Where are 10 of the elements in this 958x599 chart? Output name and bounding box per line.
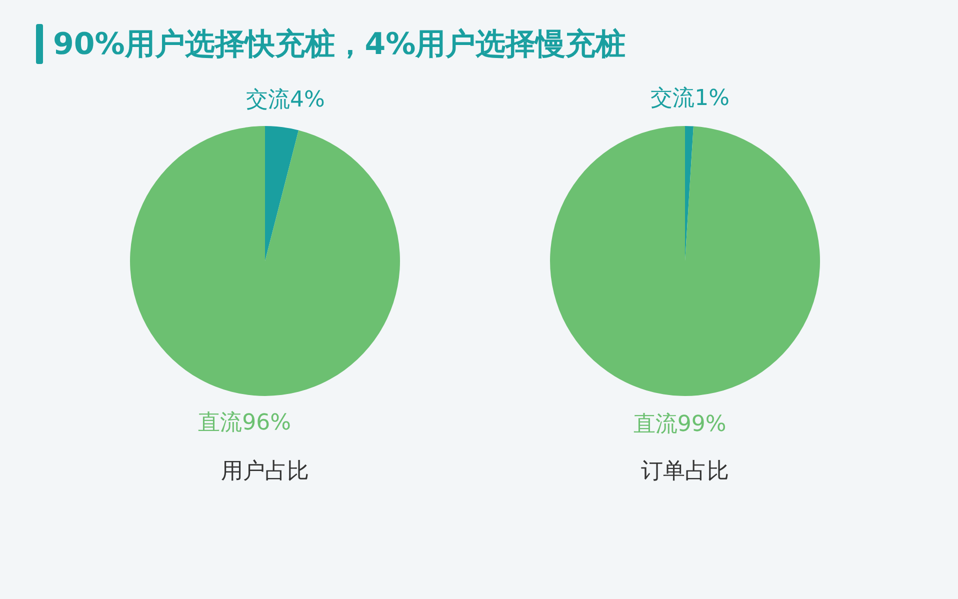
pie-slice <box>265 126 299 261</box>
pie-slice <box>550 126 820 396</box>
chart-title: 90%用户选择快充桩，4%用户选择慢充桩 <box>53 26 626 64</box>
pie-slice <box>130 126 400 396</box>
slice-label: 直流99% <box>633 412 726 437</box>
text: 用户占比 <box>221 459 309 484</box>
text: 订单占比 <box>641 459 729 484</box>
slice-label: 交流1% <box>650 86 730 112</box>
slice-label: 直流96% <box>198 410 292 436</box>
slice-label: 交流4% <box>246 87 325 112</box>
